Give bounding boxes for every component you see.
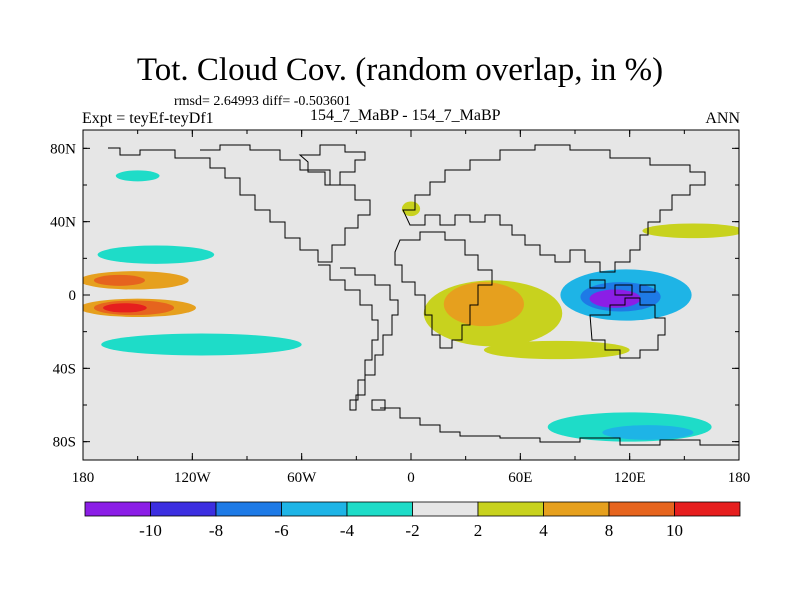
coastlines [108, 144, 739, 446]
colorbar: -10 -8 -6 -4 -2 2 4 8 10 [84, 501, 741, 540]
colorbar-label: -8 [209, 521, 223, 540]
axis-ticks: 180 120W 60W 0 60E 120E 180 80N 40N 0 40S 80S [50, 130, 750, 486]
case-label: 154_7_MaBP - 154_7_MaBP [310, 107, 501, 124]
colorbar-swatch [674, 501, 741, 517]
east-pacific-itcz-positive-core [93, 274, 145, 286]
north-pacific-negative [97, 245, 215, 264]
greenland-coastline [298, 144, 366, 186]
colorbar-label: 4 [539, 521, 548, 540]
lat-tick-label: 40N [50, 215, 76, 231]
antarctic-peninsula-coastline [371, 399, 386, 411]
contour-fills [83, 170, 739, 442]
colorbar-label: 8 [605, 521, 614, 540]
south-america-coastline [318, 264, 399, 411]
lon-tick-label: 180 [728, 470, 751, 486]
colorbar-label: 2 [474, 521, 483, 540]
southern-ocean-negative [101, 333, 302, 356]
west-pacific-positive [642, 223, 739, 239]
colorbar-label: -4 [340, 521, 355, 540]
season-label: ANN [705, 110, 740, 127]
north-america-coastline [108, 144, 371, 263]
lon-tick-label: 60E [508, 470, 532, 486]
lon-tick-label: 180 [72, 470, 95, 486]
stats-text: rmsd= 2.64993 diff= -0.503601 [174, 94, 351, 109]
australia-coastline [589, 297, 666, 359]
lat-tick-label: 0 [69, 288, 77, 304]
lon-tick-label: 0 [407, 470, 415, 486]
experiment-label: Expt = teyEf-teyDf1 [82, 110, 214, 127]
lat-tick-label: 80N [50, 141, 76, 157]
colorbar-swatch [215, 501, 282, 517]
indian-ocean-positive-band [483, 340, 630, 360]
lon-tick-label: 120E [614, 470, 646, 486]
europe-asia-coastline [402, 144, 706, 273]
colorbar-swatch [412, 501, 479, 517]
colorbar-label: -10 [139, 521, 162, 540]
south-pacific-positive-max [103, 303, 147, 313]
colorbar-swatch [608, 501, 675, 517]
colorbar-swatch [150, 501, 217, 517]
plot-title: Tot. Cloud Cov. (random overlap, in %) [136, 52, 664, 88]
lon-tick-label: 60W [287, 470, 317, 486]
colorbar-swatch [281, 501, 348, 517]
antarctica-coastline [380, 407, 739, 446]
colorbar-swatch [84, 501, 151, 517]
north-pacific-arctic-negative [115, 170, 160, 182]
colorbar-swatch [543, 501, 610, 517]
north-atlantic-positive [401, 201, 421, 217]
lat-tick-label: 40S [53, 361, 76, 377]
lat-tick-label: 80S [53, 435, 76, 451]
maritime-continent-negative-max [589, 289, 641, 308]
maritime-islands-coastline [589, 279, 656, 296]
africa-coastline [394, 231, 493, 349]
colorbar-swatch [477, 501, 544, 517]
antarctic-negative-core [602, 425, 694, 440]
africa-indian-positive-core [443, 282, 524, 327]
colorbar-label: -2 [405, 521, 419, 540]
colorbar-swatch [346, 501, 413, 517]
colorbar-label: 10 [666, 521, 683, 540]
colorbar-label: -6 [274, 521, 288, 540]
lon-tick-label: 120W [174, 470, 212, 486]
